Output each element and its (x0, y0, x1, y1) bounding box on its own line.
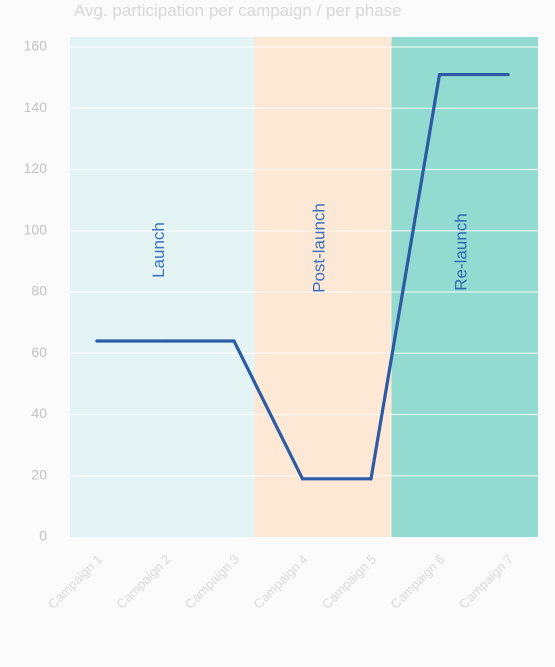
y-tick-label: 140 (24, 99, 48, 115)
y-tick-label: 80 (31, 283, 47, 299)
y-tick-label: 160 (24, 38, 48, 54)
x-tick-label: Campaign 5 (319, 552, 379, 612)
phase-band (254, 37, 392, 537)
y-tick-label: 100 (24, 221, 48, 237)
x-tick-label: Campaign 7 (456, 552, 516, 612)
phase-label: Re-launch (451, 213, 470, 291)
x-axis-ticks: Campaign 1 Campaign 2 Campaign 3 Campaign 4… (45, 552, 516, 612)
y-tick-label: 20 (31, 466, 47, 482)
y-tick-label: 60 (31, 344, 47, 360)
chart-title: Avg. participation per campaign / per ph… (74, 1, 402, 20)
x-tick-label: Campaign 4 (250, 552, 310, 612)
data-point (506, 72, 510, 77)
data-point (95, 339, 99, 343)
y-tick-label: 40 (31, 405, 47, 421)
x-tick-label: Campaign 2 (113, 552, 173, 612)
data-point (437, 72, 442, 77)
x-tick-label: Campaign 6 (387, 552, 447, 612)
phase-bands (70, 37, 538, 537)
data-point (232, 339, 236, 343)
y-axis-ticks: 0 20 40 60 80 100 120 140 160 (24, 38, 48, 544)
phase-label: Launch (149, 222, 168, 278)
series-layer (95, 72, 510, 481)
phase-labels: Launch Post-launch Re-launch (149, 203, 471, 293)
data-point (369, 477, 373, 481)
phase-label: Post-launch (310, 203, 329, 293)
phase-band (391, 37, 538, 537)
y-tick-label: 120 (24, 160, 48, 176)
data-point (163, 339, 168, 343)
x-tick-label: Campaign 1 (45, 552, 105, 612)
gridlines (70, 46, 538, 477)
x-tick-label: Campaign 3 (182, 552, 242, 612)
data-point (300, 477, 305, 481)
phase-band (70, 37, 255, 537)
y-tick-label: 0 (39, 528, 47, 544)
